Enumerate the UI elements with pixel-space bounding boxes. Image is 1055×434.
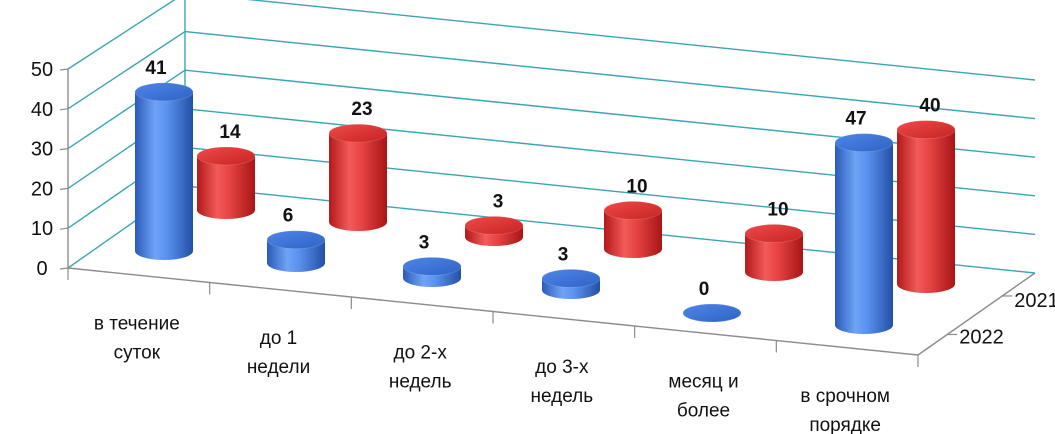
bar-2021-4	[744, 223, 804, 281]
category-label: в срочном порядке	[800, 386, 890, 434]
category-label: в течение суток	[94, 313, 180, 363]
gridline-side	[67, 31, 186, 110]
data-label: 3	[419, 232, 430, 253]
bar-2021-2	[464, 215, 524, 246]
bar-top	[541, 268, 601, 288]
bar-2021-0	[196, 146, 256, 219]
bar-body	[197, 155, 255, 219]
bar-2022-3	[541, 268, 601, 299]
y-tick-mark	[59, 187, 69, 190]
category-label: до 1 недели	[247, 328, 310, 378]
bar-2021-3	[603, 200, 663, 258]
bar-top	[266, 230, 326, 250]
y-tick-mark	[59, 267, 69, 270]
x-axis-categories: в течение суток до 1 недели до 2-х недель до 3…	[67, 268, 919, 434]
series-label: 2021	[1014, 290, 1055, 312]
gridline	[246, 0, 1036, 81]
bar-top	[196, 146, 256, 166]
gridline	[184, 146, 1036, 236]
y-tick-label: 50	[31, 59, 53, 81]
bar-2022-1	[266, 230, 326, 272]
data-label: 3	[558, 244, 569, 265]
data-label: 10	[767, 199, 788, 220]
bar-top	[328, 123, 388, 143]
category-label: до 3-х недель	[531, 357, 594, 407]
data-label: 6	[283, 206, 294, 227]
bar-2022-5	[834, 133, 894, 334]
bar-body	[897, 129, 955, 293]
data-label: 47	[845, 109, 866, 130]
bar-body	[835, 142, 893, 334]
data-label: 23	[351, 99, 372, 120]
bar-2021-1	[328, 123, 388, 231]
depth-axis-line	[917, 272, 1036, 356]
bar-top	[896, 120, 956, 140]
data-label: 14	[219, 122, 241, 143]
y-axis-ticks: 0 10 20 30 40 50	[31, 59, 69, 280]
data-label: 40	[919, 96, 940, 117]
bar-top	[134, 82, 194, 102]
bar-body	[329, 133, 387, 231]
gridline	[184, 69, 1036, 158]
y-tick-mark	[59, 108, 69, 111]
data-label: 10	[626, 176, 647, 197]
bar-2022-4	[682, 303, 742, 323]
y-tick-label: 10	[31, 218, 53, 240]
gridline-side	[67, 0, 176, 70]
bar-body	[604, 210, 662, 258]
bars	[134, 82, 956, 334]
y-tick-label: 20	[31, 178, 53, 200]
y-tick-label: 30	[31, 139, 53, 161]
bar-body	[267, 239, 325, 272]
series-label: 2022	[959, 327, 1004, 349]
gridline	[184, 30, 1036, 120]
category-label: месяц и более	[668, 371, 738, 421]
y-tick-mark	[59, 227, 69, 230]
bar-top	[402, 256, 462, 276]
y-tick-label: 0	[36, 258, 47, 280]
y-tick-label: 40	[31, 99, 53, 121]
data-labels: 14 23 3 10 10 40 41 6 3 3 0 47	[145, 58, 940, 300]
data-label: 41	[145, 58, 167, 79]
y-tick-mark	[59, 68, 69, 71]
bar-top	[834, 133, 894, 153]
bar-2021-5	[896, 120, 956, 293]
bar-top	[744, 223, 804, 243]
bar-top	[464, 215, 524, 235]
bar-2022-2	[402, 256, 462, 287]
data-label: 3	[493, 191, 504, 212]
bar-body	[745, 233, 803, 281]
y-tick-mark	[59, 148, 69, 151]
data-label: 0	[699, 279, 710, 300]
bar-top	[603, 200, 663, 220]
bar-2022-0	[134, 82, 194, 260]
bar-top	[682, 303, 742, 323]
bar-body	[135, 91, 193, 260]
category-label: до 2-х недель	[389, 342, 452, 392]
gridline	[184, 108, 1036, 197]
depth-axis-labels: 2021 2022	[947, 290, 1055, 349]
